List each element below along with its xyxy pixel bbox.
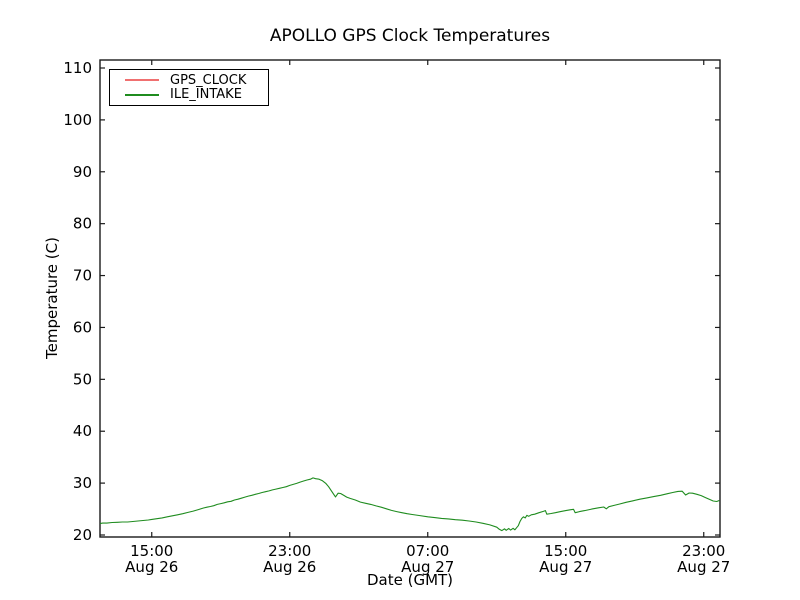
- y-tick-label: 90: [73, 163, 92, 181]
- ile_intake-line: [99, 477, 720, 532]
- legend-label-gps-clock: GPS_CLOCK: [170, 72, 247, 88]
- y-tick-label: 20: [73, 526, 92, 544]
- legend-item-ile-intake: ILE_INTAKE: [125, 88, 268, 101]
- x-tick-label-date: Aug 27: [677, 558, 730, 576]
- x-tick-label-date: Aug 26: [263, 558, 316, 576]
- y-tick-label: 110: [63, 59, 92, 77]
- x-tick-label-time: 15:00: [544, 542, 587, 560]
- ile-intake-line-sample: [125, 93, 159, 96]
- x-tick-label-time: 15:00: [130, 542, 173, 560]
- y-tick-label: 50: [73, 370, 92, 388]
- y-tick-label: 80: [73, 215, 92, 233]
- y-tick-label: 60: [73, 318, 92, 336]
- x-tick-label-time: 07:00: [406, 542, 449, 560]
- y-tick-label: 100: [63, 111, 92, 129]
- x-tick-label-date: Aug 26: [125, 558, 178, 576]
- plot-border: [99, 59, 721, 538]
- gps-clock-line-sample: [125, 79, 159, 82]
- x-axis-label: Date (GMT): [366, 571, 454, 589]
- legend: GPS_CLOCK ILE_INTAKE: [109, 69, 269, 106]
- legend-label-ile-intake: ILE_INTAKE: [170, 87, 242, 103]
- y-tick-label: 40: [73, 422, 92, 440]
- x-tick-label-date: Aug 27: [539, 558, 592, 576]
- x-tick-label-time: 23:00: [682, 542, 725, 560]
- legend-item-gps-clock: GPS_CLOCK: [125, 74, 268, 87]
- x-tick-label-time: 23:00: [268, 542, 311, 560]
- y-tick-label: 30: [73, 474, 92, 492]
- chart-title: APOLLO GPS Clock Temperatures: [269, 26, 551, 46]
- y-tick-label: 70: [73, 267, 92, 285]
- x-tick-label-date: Aug 27: [401, 558, 454, 576]
- y-axis-label: Temperature (C): [43, 237, 61, 359]
